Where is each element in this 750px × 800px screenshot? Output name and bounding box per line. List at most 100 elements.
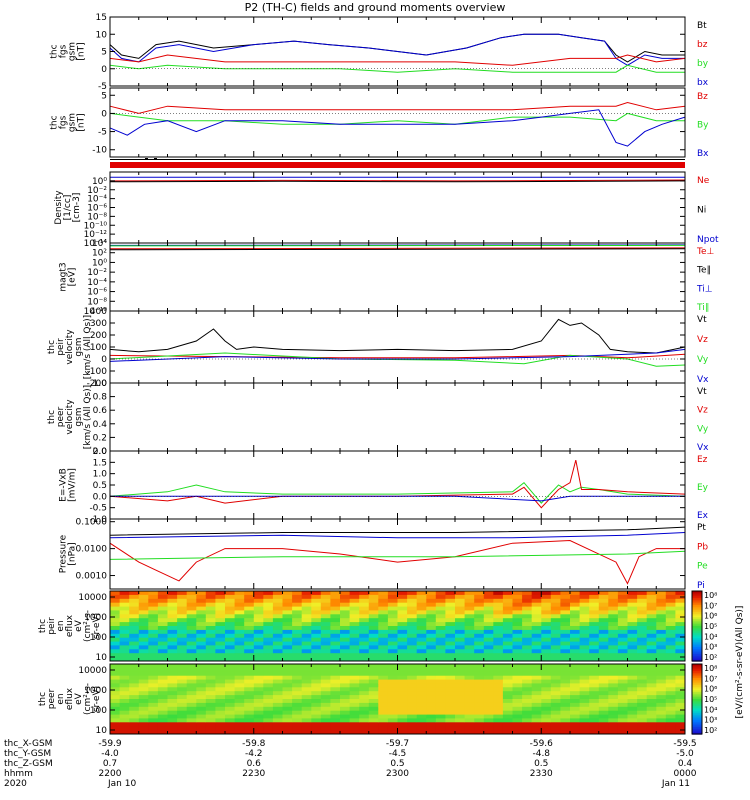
p9-heatmap-cell (378, 645, 389, 650)
p9-heatmap-cell (234, 598, 245, 604)
p9-heatmap-cell (407, 637, 418, 643)
p9-heatmap-cell (579, 598, 590, 604)
p9-heatmap-cell (541, 610, 552, 615)
p9-heatmap-cell (579, 610, 590, 615)
p10-heatmap-cell (129, 718, 140, 723)
p10-heatmap-cell (675, 706, 686, 712)
p9-heatmap-cell (570, 594, 581, 600)
p9-heatmap-cell (340, 641, 351, 646)
p7-ytick-label: 1.0 (93, 470, 108, 480)
p10-heatmap-cell (292, 718, 303, 723)
p9-heatmap-cell (138, 641, 149, 646)
p10-heatmap-cell (330, 687, 341, 692)
p6-ylabel-line: gsm (74, 407, 84, 426)
p9-heatmap-cell (570, 610, 581, 615)
p9-ylabel-line: en (56, 620, 66, 631)
p10-heatmap-cell (148, 691, 159, 696)
p10-heatmap-cell (493, 726, 504, 731)
p10-heatmap-cell (378, 718, 389, 723)
p9-heatmap-cell (234, 629, 245, 635)
p10-heatmap-cell (656, 722, 667, 727)
p10-heatmap-cell (426, 671, 437, 677)
p10-heatmap-cell (665, 730, 676, 735)
p10-heatmap-cell (330, 679, 341, 684)
p6-ytick-label: 0.6 (93, 406, 108, 416)
p9-heatmap-cell (589, 598, 600, 604)
p9-heatmap-cell (129, 641, 140, 646)
p10-heatmap-cell (416, 667, 427, 673)
p10-heatmap-cell (110, 730, 121, 735)
p10-heatmap-cell (426, 675, 437, 681)
p9-heatmap-cell (148, 653, 159, 658)
p10-heatmap-cell (225, 722, 236, 727)
p9-heatmap-cell (320, 618, 331, 623)
p9-heatmap-cell (426, 591, 437, 596)
p10-heatmap-cell (215, 710, 226, 716)
p9-heatmap-cell (378, 641, 389, 646)
p9-heatmap-cell (186, 591, 197, 596)
p10-heatmap-cell (675, 675, 686, 681)
p10-heatmap-cell (483, 683, 494, 688)
p10-heatmap-cell (301, 730, 312, 735)
p10-heatmap-cell (349, 683, 360, 688)
p9-heatmap-cell (225, 626, 236, 631)
p9-heatmap-cell (608, 649, 619, 654)
colorbar-tick-label: 10² (704, 653, 717, 662)
p10-heatmap-cell (464, 710, 475, 716)
p10-heatmap-cell (387, 702, 398, 708)
p9-heatmap-cell (646, 645, 657, 650)
p9-heatmap-cell (522, 591, 533, 596)
p9-heatmap-cell (244, 649, 255, 654)
p9-heatmap-cell (196, 591, 207, 596)
p10-heatmap-cell (177, 691, 188, 696)
p10-heatmap-cell (225, 730, 236, 735)
p10-heatmap-cell (435, 722, 446, 727)
p9-heatmap-cell (416, 602, 427, 608)
p10-heatmap-cell (560, 695, 571, 700)
p9-heatmap-cell (196, 649, 207, 654)
p10-heatmap-cell (177, 730, 188, 735)
p10-heatmap-cell (129, 714, 140, 719)
p9-heatmap-cell (148, 594, 159, 600)
p10-heatmap-cell (340, 679, 351, 684)
p9-heatmap-cell (416, 598, 427, 604)
p1-series-bx (109, 33, 685, 66)
p9-heatmap-cell (244, 629, 255, 635)
p9-heatmap-cell (416, 614, 427, 619)
p9-heatmap-cell (225, 610, 236, 615)
p9-heatmap-cell (330, 591, 341, 596)
p9-heatmap-cell (129, 594, 140, 600)
p9-heatmap-cell (550, 633, 561, 639)
p9-heatmap-cell (646, 629, 657, 635)
p9-heatmap-cell (656, 637, 667, 643)
p10-heatmap-cell (522, 683, 533, 688)
xaxis-tick-value: 0.6 (247, 759, 262, 769)
p9-heatmap-cell (186, 653, 197, 658)
p10-heatmap-cell (205, 730, 216, 735)
p10-heatmap-cell (665, 699, 676, 704)
p9-heatmap-cell (656, 606, 667, 611)
p9-heatmap-cell (129, 637, 140, 643)
p9-heatmap-cell (292, 629, 303, 635)
p10-heatmap-cell (455, 675, 466, 681)
p9-heatmap-cell (570, 598, 581, 604)
p9-heatmap-cell (522, 618, 533, 623)
p9-heatmap-cell (646, 622, 657, 627)
p3-ylabel-line: Density (54, 190, 64, 225)
p9-heatmap-cell (656, 629, 667, 635)
p9-heatmap-cell (349, 598, 360, 604)
p9-heatmap-cell (589, 618, 600, 623)
p9-heatmap-cell (627, 649, 638, 654)
p10-heatmap-cell (110, 702, 121, 708)
p10-heatmap-cell (675, 710, 686, 716)
p9-heatmap-cell (387, 657, 398, 662)
p10-heatmap-cell (646, 702, 657, 708)
p10-heatmap-cell (378, 699, 389, 704)
p9-heatmap-cell (234, 614, 245, 619)
p10-heatmap-cell (320, 706, 331, 712)
p10-heatmap-cell (589, 699, 600, 704)
p9-heatmap-cell (656, 610, 667, 615)
p9-heatmap-cell (253, 622, 264, 627)
p10-heatmap-cell (234, 695, 245, 700)
p9-heatmap-cell (656, 657, 667, 662)
